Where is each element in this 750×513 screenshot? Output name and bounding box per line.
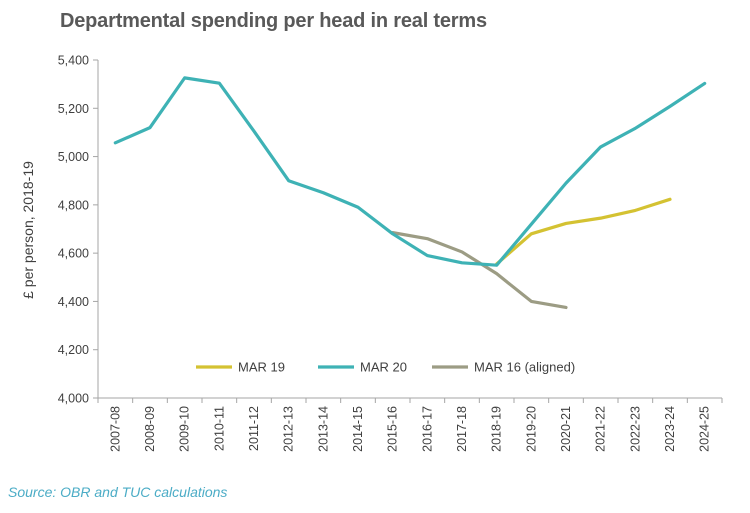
y-tick-label: 4,600 (58, 247, 89, 261)
x-tick-label: 2008-09 (143, 406, 157, 452)
x-tick-label: 2018-19 (490, 406, 504, 452)
x-tick-label: 2016-17 (420, 406, 434, 452)
y-tick-label: 4,200 (58, 343, 89, 357)
series-line-mar-20 (113, 76, 707, 267)
y-tick-label: 5,000 (58, 150, 89, 164)
legend-label-mar-16-aligned: MAR 16 (aligned) (474, 360, 575, 375)
x-tick-label: 2020-21 (559, 406, 573, 452)
x-tick-label: 2010-11 (212, 406, 226, 451)
y-tick-label: 5,400 (58, 54, 89, 68)
y-tick-label: 4,000 (58, 392, 89, 406)
x-tick-label: 2021-22 (594, 406, 608, 452)
source-note: Source: OBR and TUC calculations (8, 484, 228, 500)
x-tick-label: 2013-14 (316, 406, 330, 452)
x-tick-label: 2023-24 (663, 406, 677, 452)
x-axis: 2007-08 2008-09 2009-10 2010-11 2011-12 2012-… (97, 397, 723, 452)
chart-title: Departmental spending per head in real t… (60, 10, 487, 32)
series-line-mar-19 (495, 197, 672, 266)
x-tick-label: 2015-16 (386, 406, 400, 452)
x-tick-label: 2012-13 (282, 406, 296, 452)
legend-label-mar-19: MAR 19 (238, 360, 285, 375)
x-tick-label: 2011-12 (247, 406, 261, 451)
x-tick-label: 2019-20 (524, 406, 538, 452)
x-tick-label: 2009-10 (178, 406, 192, 452)
y-tick-label: 4,800 (58, 198, 89, 212)
x-tick-label: 2014-15 (351, 406, 365, 452)
y-tick-label: 5,200 (58, 102, 89, 116)
legend: MAR 19 MAR 20 MAR 16 (aligned) (196, 360, 575, 375)
y-axis-title: £ per person, 2018-19 (20, 161, 36, 299)
y-tick-label: 4,400 (58, 295, 89, 309)
y-axis: 4,000 4,200 4,400 4,600 4,800 5,000 5,200 5,400 (58, 54, 99, 406)
x-tick-label: 2017-18 (455, 406, 469, 452)
legend-label-mar-20: MAR 20 (360, 360, 407, 375)
x-tick-label: 2007-08 (108, 406, 122, 452)
series-layer (113, 76, 707, 310)
x-tick-label: 2024-25 (698, 406, 712, 452)
series-line-mar-16-aligned (391, 231, 568, 310)
x-tick-label: 2022-23 (628, 406, 642, 452)
